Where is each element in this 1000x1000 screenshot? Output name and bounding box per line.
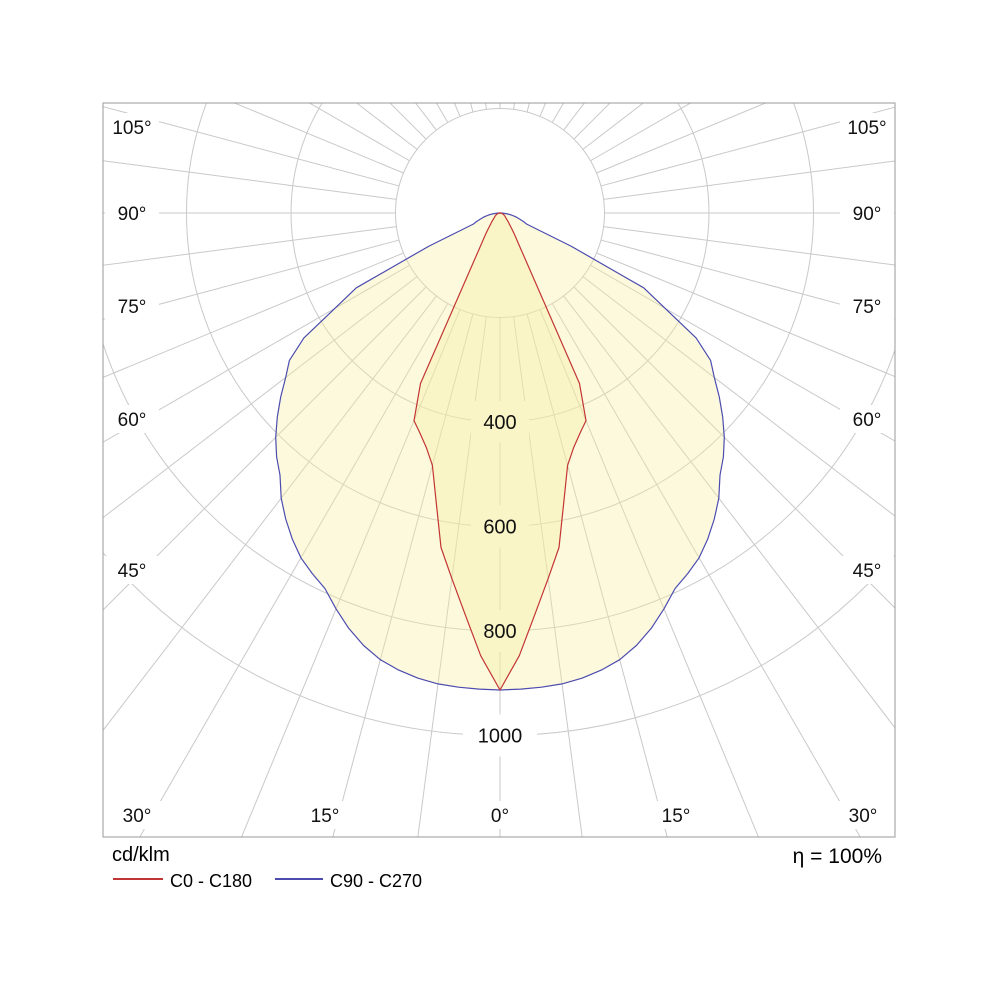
grid-ray--45 <box>103 286 427 611</box>
angle-label-bottom-4-30°: 30° <box>849 806 878 827</box>
legend-label-c90-c270: C90 - C270 <box>330 871 423 891</box>
knockout-angle-bottom <box>113 801 161 829</box>
grid-ray-52.5 <box>582 276 895 517</box>
angle-label-left-75°: 75° <box>118 297 147 318</box>
grid-ray-15 <box>526 313 668 837</box>
angle-label-bottom-1-15°: 15° <box>311 806 340 827</box>
knockout-angle-side <box>105 199 159 227</box>
grid-ray-82.5 <box>603 226 895 266</box>
grid-ray-45 <box>573 286 895 609</box>
grid-ray--37.5 <box>103 295 437 732</box>
grid-ray--142.5 <box>414 103 437 131</box>
grid-ray-172.5 <box>513 103 515 110</box>
angle-label-bottom-3-15°: 15° <box>662 806 691 827</box>
radial-label-400: 400 <box>483 412 516 434</box>
angle-label-right-105°: 105° <box>847 118 886 139</box>
knockout-angle-bottom <box>301 801 349 829</box>
radial-label-800: 800 <box>483 621 516 643</box>
grid-ray-165 <box>526 103 530 113</box>
angle-label-bottom-0-30°: 30° <box>123 806 152 827</box>
radial-label-600: 600 <box>483 517 516 539</box>
grid-ray-112.5 <box>596 103 767 174</box>
efficiency-label: η = 100% <box>792 845 882 868</box>
grid-ray--157.5 <box>453 103 461 117</box>
grid-ray--67.5 <box>103 252 404 378</box>
legend-line-c0-c180 <box>113 878 163 880</box>
knockout-angle-side <box>840 199 894 227</box>
grid-ray--150 <box>435 103 449 123</box>
grid-ray-142.5 <box>563 103 586 131</box>
grid-ray--135 <box>389 103 427 140</box>
grid-ray--97.5 <box>103 160 397 200</box>
chart-frame <box>102 102 896 838</box>
knockout-angle-side <box>840 405 894 433</box>
knockout-radial-400 <box>471 401 529 443</box>
grid-ray-120 <box>590 103 692 162</box>
grid-ray--22.5 <box>240 309 461 837</box>
grid-ray-157.5 <box>539 103 547 117</box>
knockout-angle-side <box>105 405 159 433</box>
grid-ray--165 <box>470 103 474 113</box>
grid-ray--105 <box>103 106 400 187</box>
grid-ray-30 <box>551 303 861 837</box>
grid-ray--15 <box>332 313 474 837</box>
knockout-angle-bottom <box>476 801 524 829</box>
angle-label-left-60°: 60° <box>118 410 147 431</box>
grid-ray--127.5 <box>355 103 418 150</box>
grid-ray--30 <box>139 303 449 837</box>
angle-label-right-60°: 60° <box>853 410 882 431</box>
label-knockouts <box>105 113 894 829</box>
grid-ray-7.5 <box>513 316 583 837</box>
grid-ray-60 <box>590 264 895 442</box>
grid-ray-105 <box>600 106 895 187</box>
knockout-angle-bottom <box>839 801 887 829</box>
grid-ray--60 <box>103 264 410 443</box>
angle-label-right-75°: 75° <box>853 297 882 318</box>
grid-ray-67.5 <box>596 252 895 378</box>
angle-label-left-105°: 105° <box>112 118 151 139</box>
grid-ray--7.5 <box>417 316 487 837</box>
angle-label-bottom-2-0°: 0° <box>491 806 509 827</box>
knockout-angle-side <box>105 292 159 320</box>
grid-ray-135 <box>573 103 611 140</box>
knockout-angle-side <box>840 113 894 141</box>
grid-ray--75 <box>103 239 400 320</box>
angle-label-right-45°: 45° <box>853 561 882 582</box>
angle-label-right-90°: 90° <box>853 204 882 225</box>
knockout-angle-side <box>105 113 159 141</box>
grid-ray-22.5 <box>539 309 760 837</box>
grid-ray-97.5 <box>603 160 895 200</box>
knockout-angle-side <box>840 292 894 320</box>
fill-c90-c270 <box>275 213 725 690</box>
angle-label-left-45°: 45° <box>118 561 147 582</box>
grid-ray--112.5 <box>233 103 404 174</box>
grid-ray-150 <box>551 103 565 123</box>
knockout-angle-side <box>840 556 894 584</box>
legend-label-c0-c180: C0 - C180 <box>170 871 253 891</box>
grid-ray--172.5 <box>485 103 487 110</box>
knockout-radial-600 <box>471 505 529 548</box>
knockout-angle-bottom <box>652 801 700 829</box>
angle-label-left-90°: 90° <box>118 204 147 225</box>
legend-line-c90-c270 <box>275 878 323 880</box>
fill-c0-c180 <box>414 213 586 690</box>
grid-ray--52.5 <box>103 276 418 519</box>
grid-ray--82.5 <box>103 226 397 266</box>
grid-ray--120 <box>308 103 410 162</box>
knockout-angle-side <box>105 556 159 584</box>
grid-ray-37.5 <box>563 295 895 729</box>
radial-label-1000: 1000 <box>478 726 523 748</box>
unit-label: cd/klm <box>112 844 170 866</box>
grid-ray-127.5 <box>582 103 645 150</box>
knockout-radial-1000 <box>463 714 537 757</box>
grid-ray-75 <box>600 239 895 320</box>
knockout-radial-800 <box>471 610 529 652</box>
curve-c0-c180 <box>413 212 587 691</box>
